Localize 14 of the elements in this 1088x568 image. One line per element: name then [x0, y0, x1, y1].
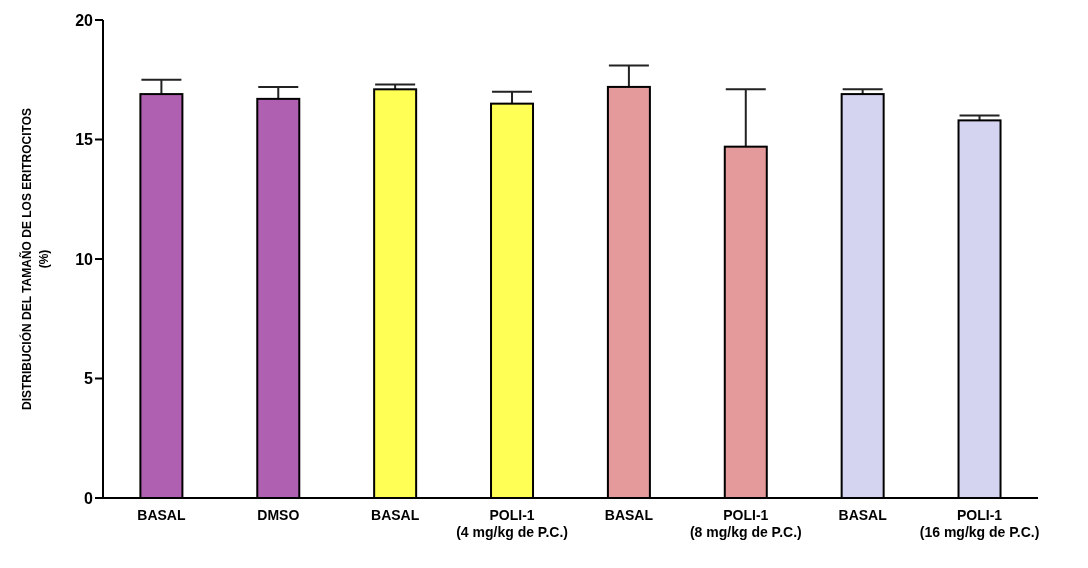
x-tick-label: BASAL [604, 507, 654, 523]
x-tick-label: BASAL [137, 507, 186, 523]
x-tick-label: BASAL [838, 507, 888, 523]
y-tick-label: 15 [75, 131, 94, 149]
x-tick-label: BASAL [371, 507, 420, 523]
x-tick-label: POLI-1 (8 mg/kg de P.C.) [689, 507, 802, 540]
x-tick-label: POLI-1 (4 mg/kg de P.C.) [456, 507, 568, 540]
y-tick-label: 20 [75, 11, 94, 29]
y-tick-label: 5 [84, 370, 94, 388]
x-tick-label: POLI-1 (16 mg/kg de P.C.) [919, 507, 1040, 540]
y-tick-label: 0 [84, 489, 94, 507]
y-tick-label: 10 [75, 250, 94, 268]
x-tick-label: DMSO [257, 507, 300, 523]
y-axis-title: DISTRIBUCIÓN DEL TAMAÑO DE LOS ERITROCITOS (%) [19, 107, 51, 411]
